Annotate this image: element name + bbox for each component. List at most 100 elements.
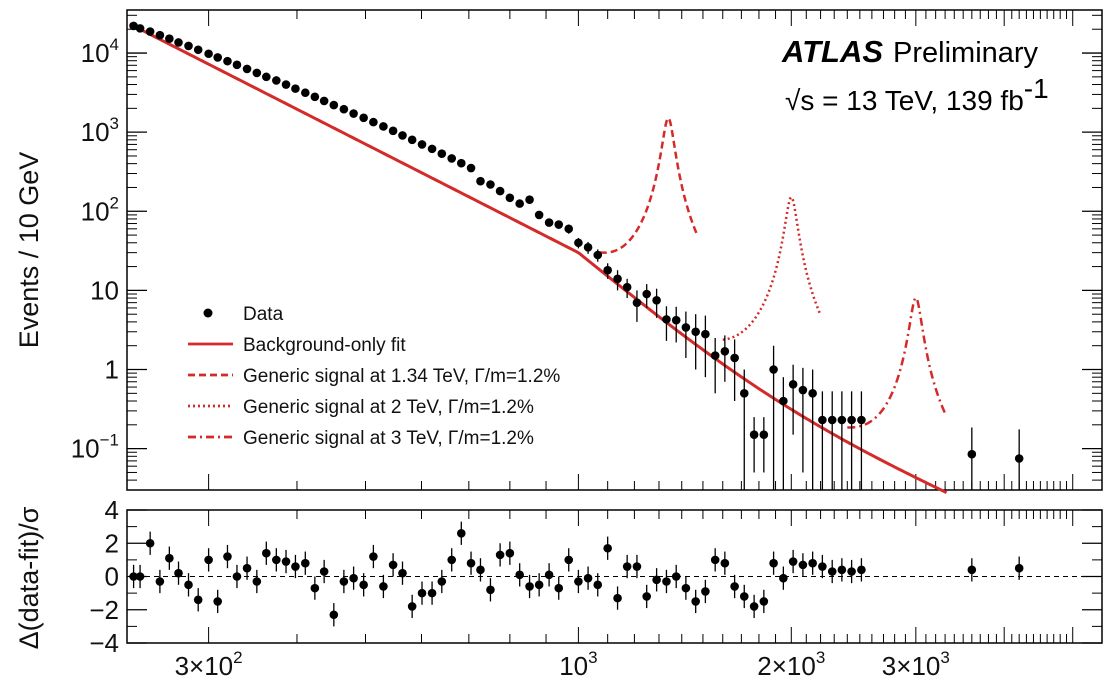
ratio-point xyxy=(515,570,524,580)
ratio-point xyxy=(145,538,155,548)
ratio-point xyxy=(574,577,583,586)
ratio-point xyxy=(155,577,165,586)
ratio-point xyxy=(808,558,817,568)
ratio-point xyxy=(427,588,437,598)
ratio-point xyxy=(691,597,700,606)
ratio-point xyxy=(749,602,759,611)
data-point xyxy=(720,346,730,356)
ratio-y-axis-title: Δ(data-fit)/σ xyxy=(14,506,44,649)
data-point xyxy=(967,449,977,459)
ratio-point xyxy=(788,557,798,566)
data-point xyxy=(730,353,739,363)
data-point xyxy=(632,298,642,307)
data-point xyxy=(417,140,427,149)
data-point xyxy=(808,389,817,398)
data-point xyxy=(174,38,183,47)
data-point xyxy=(779,396,788,406)
data-point xyxy=(129,21,138,31)
data-point xyxy=(662,315,671,324)
energy-lumi-text: √s = 13 TeV, 139 fb xyxy=(785,85,1024,116)
data-point xyxy=(759,430,769,439)
y-tick-label: 103 xyxy=(81,114,119,147)
ratio-point xyxy=(281,557,291,566)
data-point xyxy=(252,68,262,78)
x-tick-label: 3×103 xyxy=(882,648,950,681)
ratio-point xyxy=(349,573,358,583)
data-point xyxy=(1014,454,1024,463)
data-point xyxy=(739,389,749,398)
data-point xyxy=(204,49,213,59)
ratio-point xyxy=(369,552,378,561)
data-point xyxy=(486,180,495,189)
ratio-point xyxy=(967,565,977,575)
data-point xyxy=(857,415,866,425)
data-point xyxy=(155,30,165,40)
data-point xyxy=(622,282,632,292)
main-data-points xyxy=(129,21,1024,490)
signal-1340-line xyxy=(599,116,699,254)
data-point xyxy=(769,365,778,374)
main-panel-frame xyxy=(126,9,1103,491)
ratio-point xyxy=(701,587,710,596)
data-point xyxy=(701,329,710,339)
ratio-point xyxy=(505,548,515,558)
data-point xyxy=(603,265,612,275)
data-point xyxy=(495,186,505,196)
data-point xyxy=(827,415,837,425)
ratio-point xyxy=(339,577,349,586)
ratio-point xyxy=(223,552,232,561)
ratio-point xyxy=(534,580,544,590)
data-point xyxy=(427,144,437,154)
legend-label: Data xyxy=(243,304,284,325)
ratio-point xyxy=(544,570,554,580)
ratio-point xyxy=(798,560,808,570)
x-tick-label: 2×103 xyxy=(757,648,825,681)
legend-label: Generic signal at 1.34 TeV, Γ/m=1.2% xyxy=(243,366,560,387)
data-point xyxy=(788,380,798,389)
ratio-point xyxy=(417,588,427,598)
ratio-point xyxy=(495,550,505,560)
ratio-point xyxy=(329,610,339,620)
legend-label: Background-only fit xyxy=(243,335,406,356)
data-point xyxy=(232,60,242,70)
ratio-point xyxy=(301,558,310,568)
ratio-point xyxy=(204,555,213,565)
main-y-axis-title: Events / 10 GeV xyxy=(14,152,44,349)
data-point xyxy=(310,92,320,102)
ratio-point xyxy=(447,555,457,565)
data-point xyxy=(242,64,252,74)
ratio-point xyxy=(1014,563,1024,573)
x-ticks: 3×102 103 2×103 3×103 xyxy=(175,10,1074,681)
data-point xyxy=(407,135,417,145)
ratio-tick-label: 0 xyxy=(105,562,119,592)
background-fit-line xyxy=(128,22,948,494)
ratio-point xyxy=(593,580,603,590)
ratio-point xyxy=(739,592,749,601)
ratio-point xyxy=(174,568,183,578)
ratio-point xyxy=(603,543,612,553)
ratio-point xyxy=(310,583,320,593)
data-point xyxy=(281,80,291,89)
ratio-point xyxy=(827,567,837,576)
ratio-point xyxy=(779,573,788,583)
y-tick-label: 10 xyxy=(90,275,119,305)
data-point xyxy=(379,122,388,131)
data-point xyxy=(456,158,466,168)
data-point xyxy=(388,126,398,136)
ratio-point xyxy=(652,575,661,585)
ratio-point xyxy=(379,582,388,591)
y-tick-label: 102 xyxy=(81,193,119,226)
ratio-point xyxy=(319,567,329,576)
ratio-point xyxy=(466,558,476,568)
ratio-point xyxy=(407,602,417,611)
ratio-point xyxy=(456,528,466,538)
ratio-point xyxy=(730,582,739,591)
ratio-tick-label: −2 xyxy=(89,595,119,625)
atlas-experiment-text: ATLAS xyxy=(781,34,883,69)
data-point xyxy=(642,289,651,299)
legend-label: Generic signal at 3 TeV, Γ/m=1.2% xyxy=(243,428,534,449)
y-tick-label: 104 xyxy=(81,35,119,68)
data-point xyxy=(818,415,827,425)
signal-2000-line xyxy=(722,195,822,341)
